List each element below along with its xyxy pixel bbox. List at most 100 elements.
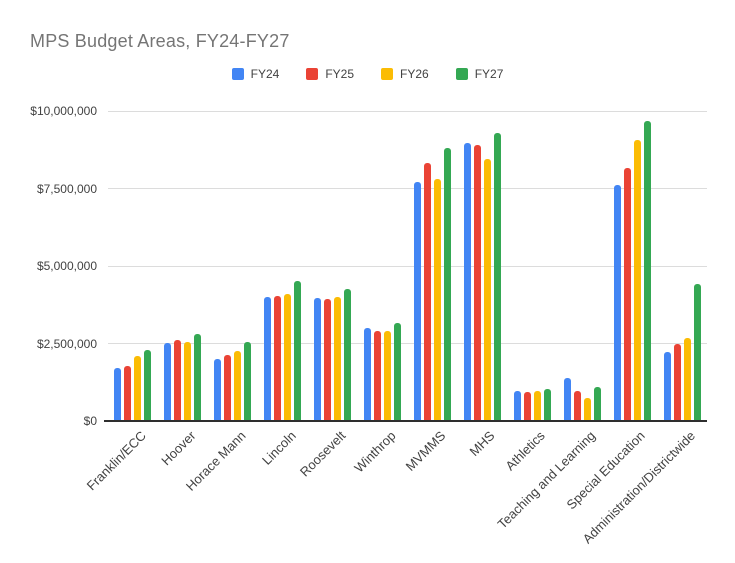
y-axis-tick-label: $2,500,000 — [36, 336, 97, 351]
bar-groups — [108, 111, 707, 421]
bar-group-winthrop — [358, 111, 408, 421]
bar-group-mhs — [457, 111, 507, 421]
x-axis-tick-label-horace-mann: Horace Mann — [182, 428, 249, 494]
legend-color-swatch-fy25 — [306, 68, 319, 80]
bar-fy26-mvmms — [433, 178, 441, 421]
legend-item-fy25: FY25 — [306, 67, 354, 81]
bar-group-athletics — [507, 111, 557, 421]
bar-group-franklin-ecc — [108, 111, 158, 421]
chart-title: MPS Budget Areas, FY24-FY27 — [30, 31, 290, 51]
bar-fy25-special-education — [623, 168, 631, 421]
bar-fy25-franklin-ecc — [124, 365, 132, 421]
bar-group-special-education — [607, 111, 657, 421]
bar-group-teaching-and-learning — [557, 111, 607, 421]
bar-fy27-teaching-and-learning — [593, 387, 601, 421]
bar-fy25-mhs — [473, 145, 481, 421]
bar-group-administration-districtwide — [657, 111, 707, 421]
y-gridline — [108, 110, 707, 112]
x-axis-tick-label-mhs: MHS — [466, 428, 498, 460]
legend-label: FY25 — [325, 67, 354, 81]
y-axis-tick-label: $10,000,000 — [30, 104, 97, 118]
legend-color-swatch-fy24 — [231, 68, 244, 80]
bar-fy24-hoover — [164, 342, 172, 421]
legend-label: FY27 — [474, 67, 504, 81]
y-axis-tick-label: $5,000,000 — [36, 259, 97, 273]
bar-group-roosevelt — [308, 111, 358, 421]
y-gridline — [108, 265, 707, 267]
bar-fy26-lincoln — [284, 293, 292, 421]
bar-fy25-roosevelt — [324, 298, 332, 421]
bar-group-hoover — [158, 111, 208, 421]
bar-fy25-teaching-and-learning — [573, 390, 581, 421]
legend-label: FY26 — [400, 67, 429, 81]
bar-fy27-administration-districtwide — [693, 283, 701, 421]
bar-fy26-mhs — [483, 159, 491, 421]
bar-fy27-franklin-ecc — [144, 349, 152, 421]
x-axis-tick-label-special-education: Special Education — [563, 428, 648, 513]
bar-fy24-athletics — [513, 390, 521, 421]
legend-item-fy24: FY24 — [231, 67, 280, 81]
bar-fy24-administration-districtwide — [663, 351, 671, 421]
x-axis-tick-label-roosevelt: Roosevelt — [296, 428, 349, 480]
bar-fy25-horace-mann — [224, 354, 232, 421]
bar-fy24-mvmms — [413, 181, 421, 421]
bar-fy26-horace-mann — [234, 350, 242, 421]
bar-fy24-teaching-and-learning — [563, 378, 571, 421]
x-axis-tick-label-administration-districtwide: Administration/Districtwide — [579, 428, 698, 547]
bar-fy24-roosevelt — [314, 297, 322, 421]
bar-fy27-special-education — [643, 120, 651, 421]
bar-fy27-mvmms — [443, 147, 451, 421]
bar-fy27-lincoln — [294, 280, 302, 421]
bar-fy27-mhs — [493, 133, 501, 421]
bar-fy27-hoover — [194, 333, 202, 421]
bar-fy24-horace-mann — [214, 358, 222, 421]
y-gridline — [108, 188, 707, 189]
bar-fy24-mhs — [463, 143, 471, 421]
bar-fy27-athletics — [543, 388, 551, 421]
bar-fy25-athletics — [523, 391, 531, 421]
legend-label: FY24 — [250, 67, 280, 81]
y-gridline — [108, 343, 707, 344]
x-axis-tick-label-teaching-and-learning: Teaching and Learning — [494, 428, 598, 532]
legend-item-fy27: FY27 — [455, 67, 504, 81]
bar-group-horace-mann — [208, 111, 258, 421]
bar-fy24-special-education — [613, 185, 621, 421]
x-axis-tick-label-hoover: Hoover — [158, 428, 199, 469]
plot-area — [104, 110, 707, 422]
bar-fy25-lincoln — [274, 296, 282, 421]
y-axis-tick-label: $0 — [83, 414, 97, 428]
bar-group-mvmms — [408, 111, 458, 421]
bar-fy27-roosevelt — [344, 288, 352, 421]
bar-fy26-franklin-ecc — [134, 356, 142, 421]
bar-fy27-winthrop — [394, 323, 402, 421]
y-axis-labels: $0 $2,500,000 $5,000,000 $7,500,000 $10,000,… — [0, 104, 97, 428]
bar-fy25-mvmms — [423, 162, 431, 421]
x-axis-tick-label-mvmms: MVMMS — [402, 428, 449, 474]
bar-fy25-winthrop — [374, 330, 382, 421]
x-axis-tick-label-athletics: Athletics — [502, 428, 548, 474]
y-axis-tick-label: $7,500,000 — [36, 181, 97, 196]
legend-color-swatch-fy26 — [381, 68, 393, 80]
bar-fy26-athletics — [533, 390, 541, 421]
bar-fy26-teaching-and-learning — [583, 398, 591, 421]
x-axis-tick-label-lincoln: Lincoln — [258, 428, 299, 468]
bar-fy24-franklin-ecc — [114, 367, 122, 421]
bar-fy26-administration-districtwide — [683, 338, 691, 421]
chart-legend: FY24 FY25 FY26 FY27 — [0, 67, 735, 81]
bar-fy25-hoover — [174, 340, 182, 421]
x-axis-line — [104, 419, 707, 422]
bar-fy26-hoover — [184, 341, 192, 421]
x-axis-tick-label-franklin-ecc: Franklin/ECC — [83, 428, 149, 494]
bar-fy24-lincoln — [264, 296, 272, 421]
bar-fy24-winthrop — [364, 328, 372, 421]
bar-fy26-roosevelt — [334, 296, 342, 421]
legend-item-fy26: FY26 — [381, 67, 429, 81]
x-axis-tick-label-winthrop: Winthrop — [350, 428, 399, 476]
bar-fy27-horace-mann — [244, 342, 252, 421]
bar-fy26-winthrop — [384, 330, 392, 421]
bar-fy25-administration-districtwide — [673, 343, 681, 421]
bar-group-lincoln — [258, 111, 308, 421]
legend-color-swatch-fy27 — [455, 68, 468, 80]
bar-fy26-special-education — [633, 139, 641, 421]
